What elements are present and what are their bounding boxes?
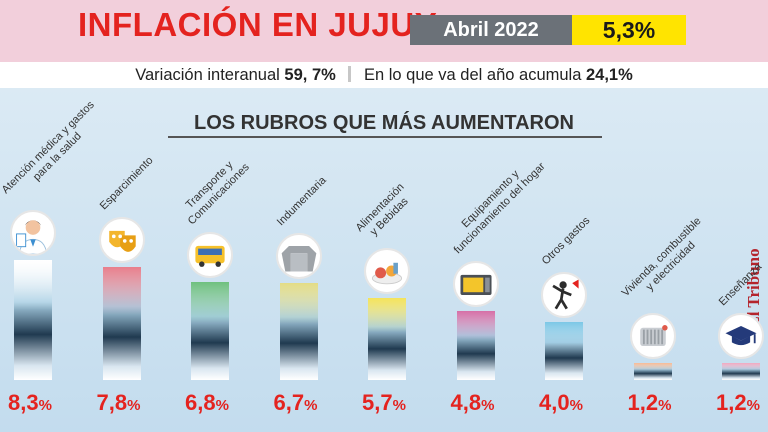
value-label-8: 1,2% <box>627 390 672 415</box>
period-badge: Abril 2022 <box>410 15 572 45</box>
microwave-icon <box>452 260 499 307</box>
chart-title: LOS RUBROS QUE MÁS AUMENTARON <box>194 112 574 134</box>
category-label-9: Enseñanza <box>716 260 765 308</box>
theater-masks-icon <box>98 217 145 264</box>
bar-6 <box>456 310 495 380</box>
value-label-9: 1,2% <box>716 390 760 415</box>
title-underline <box>168 136 602 138</box>
category-label-7: Otros gastos <box>539 214 593 268</box>
bar-4 <box>279 283 318 380</box>
sweater-icon <box>275 233 322 280</box>
bar-9 <box>722 362 760 380</box>
doctor-icon <box>10 210 56 256</box>
category-label-5: Alimentación y Bebidas <box>353 180 411 238</box>
value-label-1: 8,3% <box>8 390 52 415</box>
graduation-cap-icon <box>718 312 764 359</box>
category-label-8: Vivienda, combustible y electricidad <box>619 214 704 299</box>
value-label-7: 4,0% <box>539 390 583 415</box>
bar-chart: Atención médica y gastos para la salud 8,3… <box>0 88 768 432</box>
interannual-label: Variación interanual <box>135 66 280 84</box>
ytd-value: 24,1% <box>585 66 633 84</box>
value-label-6: 4,8% <box>450 390 495 415</box>
bar-1 <box>14 260 52 380</box>
bar-5 <box>368 297 406 380</box>
category-label-3: Transporte y Comunicaciones <box>183 158 252 227</box>
header-bar: INFLACIÓN EN JUJUY Abril 2022 5,3% <box>0 0 768 62</box>
bar-3 <box>191 281 229 380</box>
interannual-value: 59, 7% <box>284 66 336 84</box>
bar-2 <box>102 267 141 380</box>
summary-line: Variación interanual 59, 7% En lo que va… <box>0 66 768 85</box>
ytd-label: En lo que va del año acumula <box>363 66 582 84</box>
bus-icon <box>187 231 233 278</box>
chart-area: LOS RUBROS QUE MÁS AUMENTARON El Tribuno… <box>0 88 768 432</box>
separator <box>348 66 352 82</box>
bar-8 <box>633 362 672 380</box>
category-label-4: Indumentaria <box>274 174 329 229</box>
category-label-6: Equipamiento y funcionamiento del hogar <box>451 160 548 256</box>
food-icon <box>364 247 410 294</box>
page-title: INFLACIÓN EN JUJUY <box>78 6 438 43</box>
value-label-3: 6,8% <box>185 390 229 415</box>
category-label-2: Esparcimiento <box>97 154 156 213</box>
exercise-icon <box>541 272 587 319</box>
summary-bar: Variación interanual 59, 7% En lo que va… <box>0 62 768 88</box>
rate-badge: 5,3% <box>572 15 686 45</box>
heater-icon <box>629 312 676 359</box>
category-label-1: Atención médica y gastos para la salud <box>0 98 97 197</box>
value-label-4: 6,7% <box>273 390 318 415</box>
value-label-2: 7,8% <box>96 390 141 415</box>
bar-7 <box>545 322 583 380</box>
value-label-5: 5,7% <box>362 390 406 415</box>
